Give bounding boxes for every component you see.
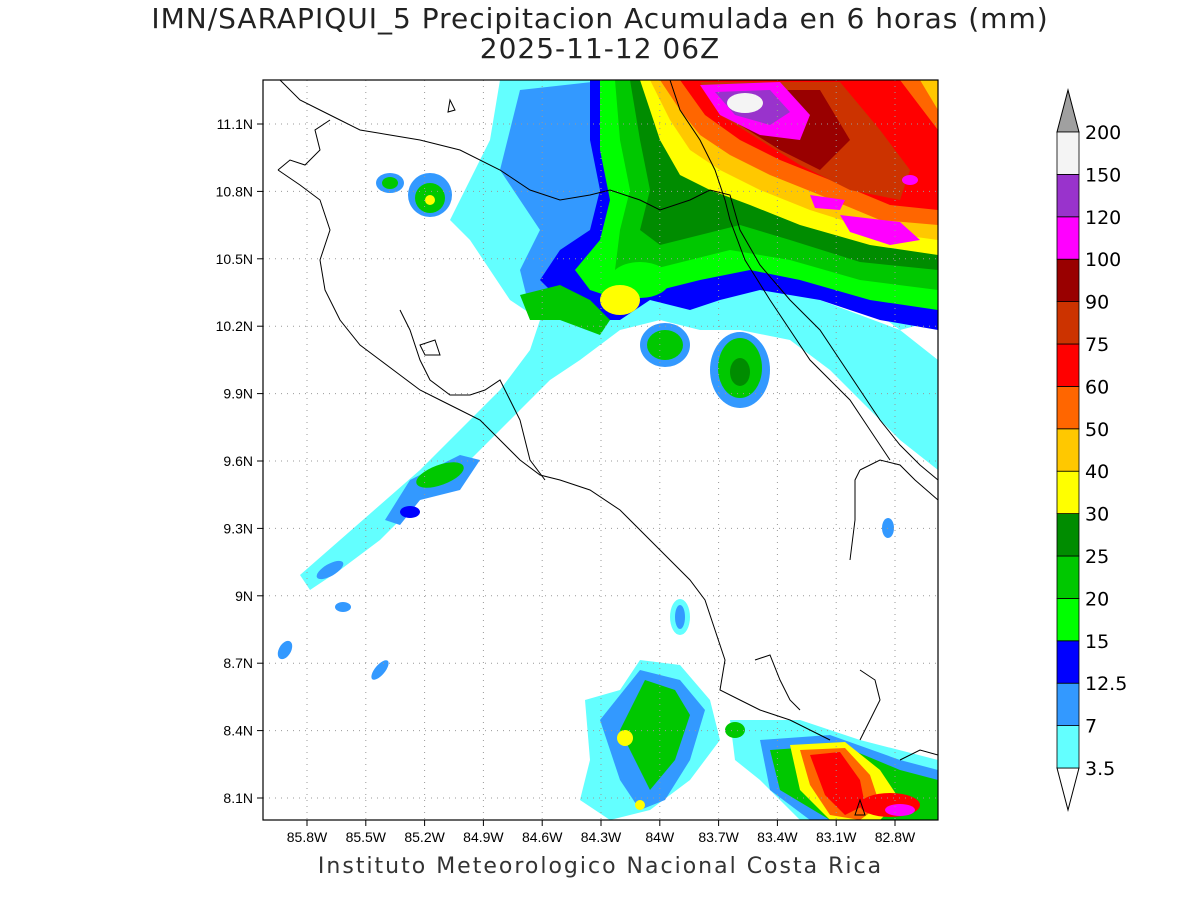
colorbar-swatch xyxy=(1056,216,1080,260)
lon-tick-label: 84W xyxy=(645,829,675,845)
chart-subtitle-date: 2025-11-12 06Z xyxy=(479,32,721,65)
colorbar-label: 25 xyxy=(1085,546,1109,568)
colorbar-swatch xyxy=(1056,385,1080,430)
coastline xyxy=(277,80,938,816)
colorbar-label: 90 xyxy=(1085,292,1109,314)
lon-tick-label: 85.8W xyxy=(287,829,328,845)
lon-tick-label: 84.9W xyxy=(463,829,504,845)
colorbar-swatch xyxy=(1056,598,1080,642)
lat-tick-label: 9.6N xyxy=(223,453,253,469)
colorbar-swatch xyxy=(1056,301,1080,345)
colorbar-label: 100 xyxy=(1085,249,1121,271)
colorbar-swatch xyxy=(1056,470,1080,515)
colorbar-label: 15 xyxy=(1085,631,1109,653)
lat-tick-label: 10.2N xyxy=(216,318,253,334)
lon-tick-label: 83.1W xyxy=(816,829,857,845)
colorbar-swatch xyxy=(1056,131,1080,175)
lat-tick-label: 10.8N xyxy=(216,183,253,199)
colorbar-swatch xyxy=(1056,682,1080,727)
longitude-axis: 85.8W 85.5W 85.2W 84.9W 84.6W 84.3W 84W 83.7W 83… xyxy=(287,820,916,845)
colorbar-label: 75 xyxy=(1085,334,1109,356)
latitude-axis: 11.1N 10.8N 10.5N 10.2N 9.9N 9.6N 9.3N 9N 8.7N 8.… xyxy=(216,116,263,806)
colorbar-legend: 3.5 7 12.5 15 20 25 30 40 50 60 75 90 100 120 150 200 xyxy=(1056,88,1127,812)
lat-tick-label: 8.7N xyxy=(223,655,253,671)
colorbar-high-arrow xyxy=(1056,88,1080,133)
colorbar-swatch xyxy=(1056,428,1080,472)
colorbar-label: 3.5 xyxy=(1085,758,1115,780)
colorbar-swatch xyxy=(1056,258,1080,303)
footer-credit: Instituto Meteorologico Nacional Costa R… xyxy=(317,854,884,879)
colorbar-label: 40 xyxy=(1085,461,1109,483)
lat-tick-label: 9.9N xyxy=(223,386,253,402)
colorbar-label: 50 xyxy=(1085,419,1109,441)
colorbar-swatch xyxy=(1056,513,1080,557)
lon-tick-label: 85.5W xyxy=(346,829,387,845)
colorbar-label: 200 xyxy=(1085,122,1121,144)
colorbar-swatch xyxy=(1056,555,1080,599)
colorbar-label: 30 xyxy=(1085,504,1109,526)
colorbar-label: 7 xyxy=(1085,716,1097,738)
lon-tick-label: 83.4W xyxy=(757,829,798,845)
colorbar-low-arrow xyxy=(1056,767,1080,812)
chart-title: IMN/SARAPIQUI_5 Precipitacion Acumulada … xyxy=(151,2,1049,35)
precipitation-field xyxy=(277,80,938,820)
colorbar-label: 120 xyxy=(1085,207,1121,229)
lat-tick-label: 9.3N xyxy=(223,520,253,536)
colorbar-swatch xyxy=(1056,640,1080,684)
lat-tick-label: 11.1N xyxy=(217,116,253,132)
colorbar-swatch xyxy=(1056,725,1080,769)
colorbar-label: 20 xyxy=(1085,588,1109,610)
lat-tick-label: 8.4N xyxy=(223,723,253,739)
lat-tick-label: 8.1N xyxy=(223,790,253,806)
lon-tick-label: 84.3W xyxy=(581,829,622,845)
colorbar-label: 150 xyxy=(1085,164,1121,186)
colorbar-swatch xyxy=(1056,173,1080,218)
lon-tick-label: 83.7W xyxy=(698,829,739,845)
colorbar-label: 12.5 xyxy=(1085,673,1127,695)
colorbar-swatch xyxy=(1056,343,1080,387)
lat-tick-label: 10.5N xyxy=(216,251,253,267)
colorbar-label: 60 xyxy=(1085,376,1109,398)
lon-tick-label: 85.2W xyxy=(404,829,445,845)
lon-tick-label: 82.8W xyxy=(875,829,916,845)
lat-tick-label: 9N xyxy=(235,588,253,604)
lon-tick-label: 84.6W xyxy=(522,829,563,845)
